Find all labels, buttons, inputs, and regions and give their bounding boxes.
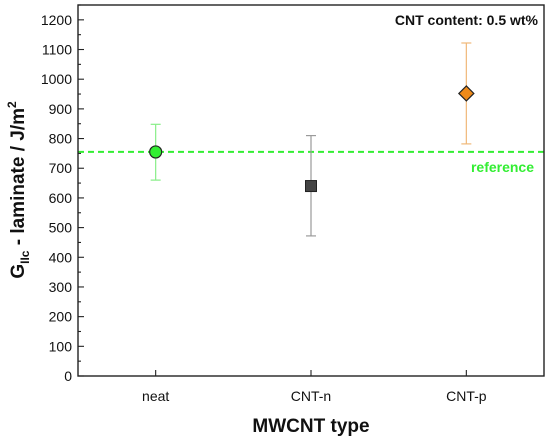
y-axis-title-main: G bbox=[8, 264, 29, 279]
y-tick-label: 500 bbox=[49, 220, 73, 236]
y-tick-label: 0 bbox=[64, 368, 72, 384]
y-tick-label: 200 bbox=[49, 309, 73, 325]
x-tick-label: neat bbox=[142, 388, 169, 404]
x-axis-ticks: neat CNT-n CNT-p bbox=[142, 370, 487, 404]
data-point bbox=[149, 145, 163, 159]
x-axis-title: MWCNT type bbox=[252, 416, 369, 437]
y-axis-ticks: 0 100 200 300 400 500 600 700 800 900 1000 1100 1200 bbox=[41, 4, 84, 384]
y-tick-label: 1000 bbox=[41, 71, 72, 87]
y-tick-label: 1200 bbox=[41, 12, 72, 28]
y-tick-label: 100 bbox=[49, 338, 73, 354]
y-tick-label: 600 bbox=[49, 190, 73, 206]
y-axis-title: GIIc - laminate / J/m2 bbox=[5, 101, 32, 279]
y-tick-label: 900 bbox=[49, 101, 73, 117]
y-axis-title-text: - laminate / J/m bbox=[8, 108, 29, 251]
data-points bbox=[149, 42, 475, 237]
x-tick-label: CNT-p bbox=[446, 388, 487, 404]
y-tick-label: 400 bbox=[49, 249, 73, 265]
x-tick-label: CNT-n bbox=[291, 388, 331, 404]
annotation-text: CNT content: 0.5 wt% bbox=[395, 12, 539, 28]
data-point bbox=[457, 85, 475, 102]
y-tick-label: 1100 bbox=[42, 42, 72, 58]
y-axis-title-subscript: IIc bbox=[18, 250, 32, 264]
y-tick-label: 300 bbox=[49, 279, 73, 295]
data-point bbox=[305, 180, 317, 193]
y-axis-title-superscript: 2 bbox=[5, 101, 19, 108]
reference-label: reference bbox=[471, 159, 534, 175]
y-tick-label: 700 bbox=[49, 160, 73, 176]
y-tick-label: 800 bbox=[49, 131, 73, 147]
